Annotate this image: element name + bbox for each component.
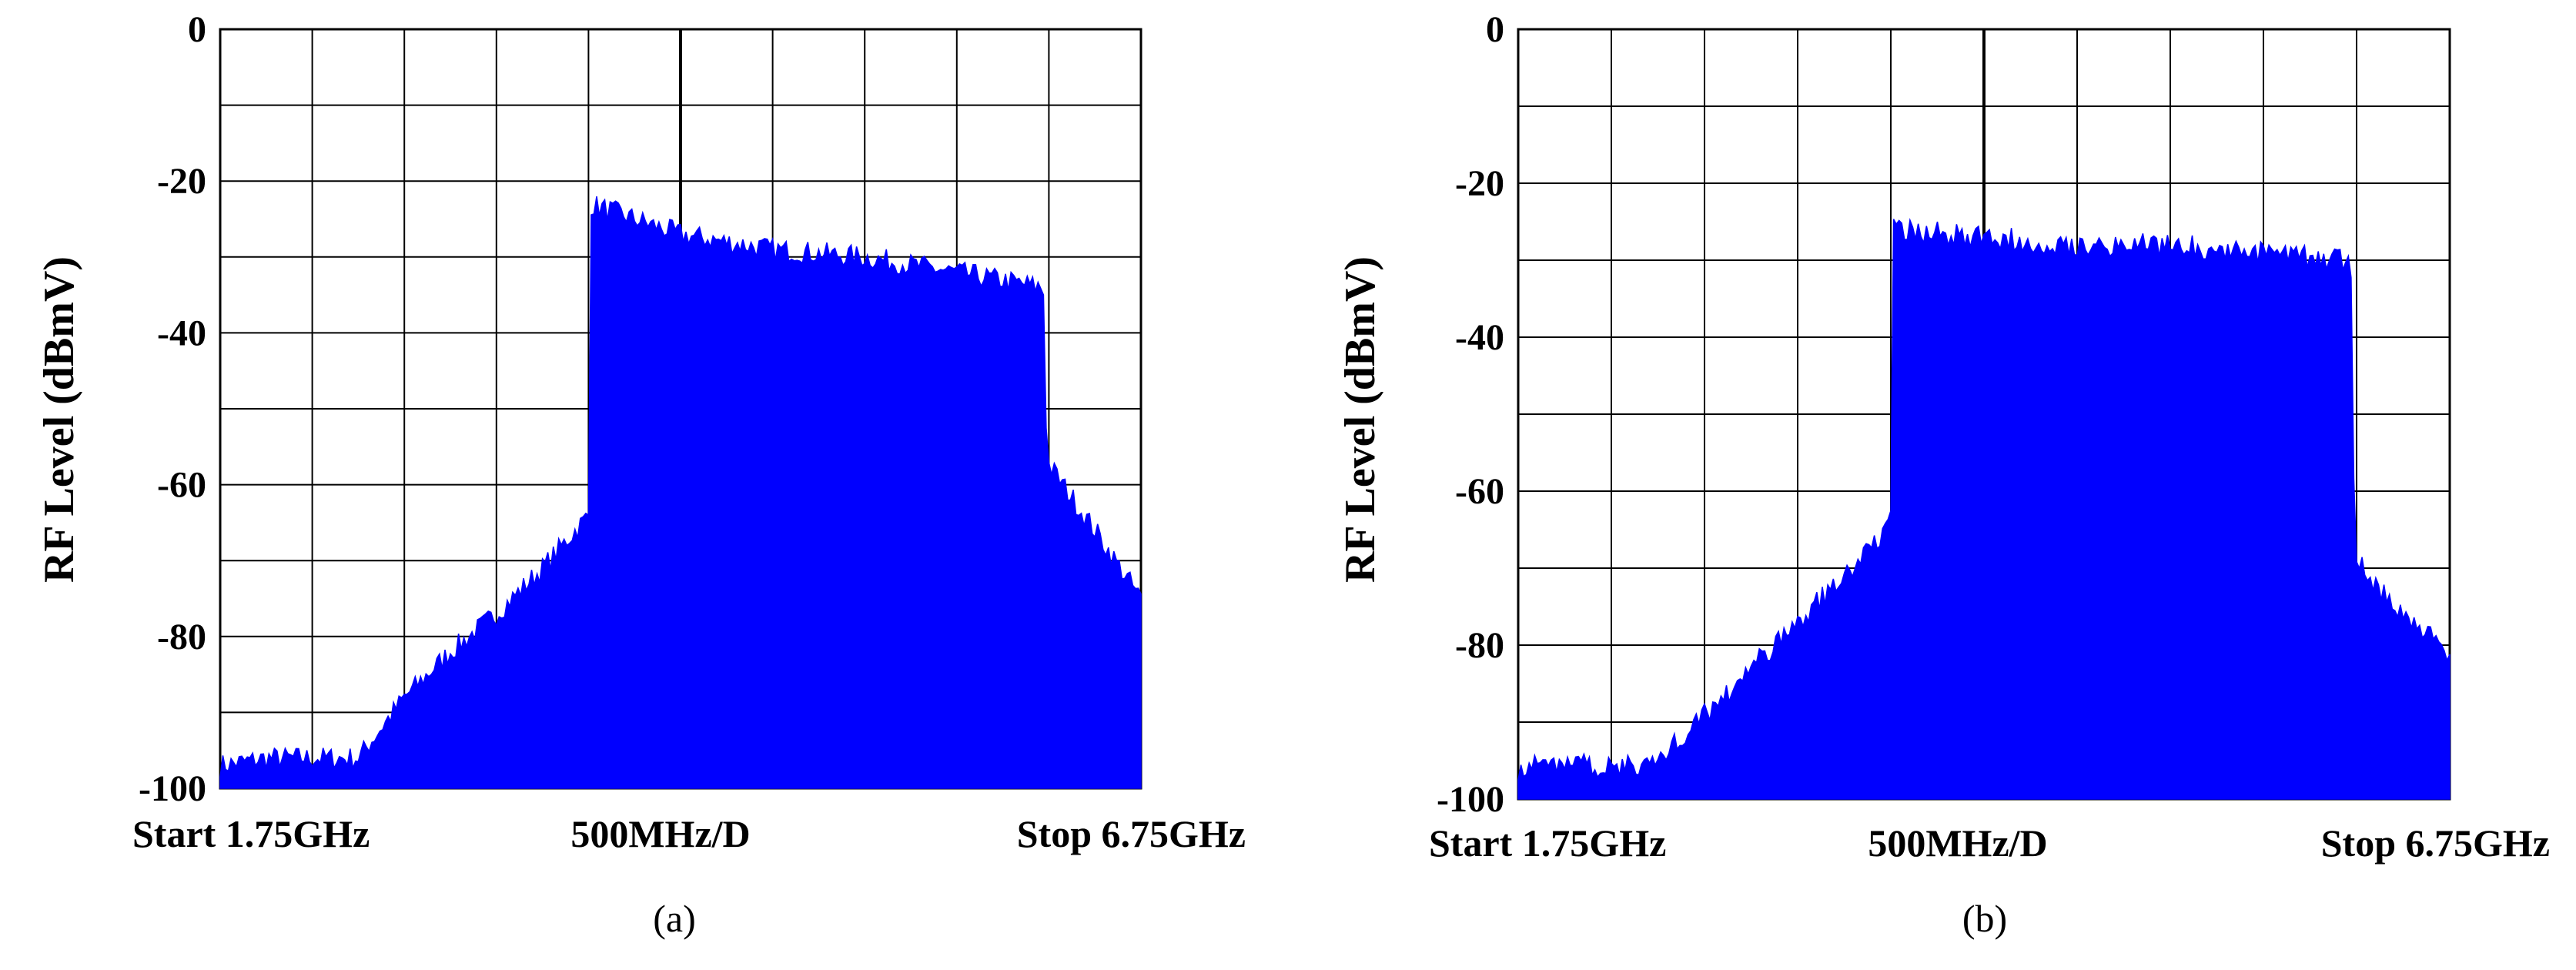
- panel-caption: (a): [653, 897, 696, 940]
- x-stop-label: Stop 6.75GHz: [2321, 821, 2550, 865]
- y-tick-label: 0: [1486, 9, 1504, 50]
- x-start-label: Start 1.75GHz: [132, 812, 370, 855]
- y-tick-label: -80: [1455, 625, 1504, 666]
- x-center-label: 500MHz/D: [1868, 821, 2047, 865]
- y-tick-label: -60: [157, 465, 206, 506]
- x-stop-label: Stop 6.75GHz: [1017, 812, 1246, 855]
- x-center-label: 500MHz/D: [570, 812, 750, 855]
- y-tick-label: -80: [157, 617, 206, 657]
- y-tick-label: -20: [1455, 163, 1504, 204]
- y-tick-label: -60: [1455, 471, 1504, 512]
- panel-caption: (b): [1962, 897, 2007, 940]
- y-tick-label: -100: [139, 768, 206, 809]
- chart-panel-a: RF Level (dBmV) Start 1.75GHz 500MHz/D S…: [35, 9, 1246, 940]
- y-tick-label: -40: [1455, 317, 1504, 358]
- y-tick-label: -20: [157, 161, 206, 202]
- chart-panel-b: RF Level (dBmV) Start 1.75GHz 500MHz/D S…: [1337, 9, 2550, 940]
- y-tick-label: -40: [157, 313, 206, 353]
- x-start-label: Start 1.75GHz: [1429, 821, 1666, 865]
- spectrum-area: [219, 196, 1142, 789]
- y-tick-label: -100: [1437, 779, 1504, 820]
- y-axis-label: RF Level (dBmV): [1337, 256, 1384, 583]
- y-tick-label: 0: [188, 9, 206, 50]
- spectrum-area: [1517, 218, 2451, 800]
- y-axis-label: RF Level (dBmV): [35, 256, 83, 583]
